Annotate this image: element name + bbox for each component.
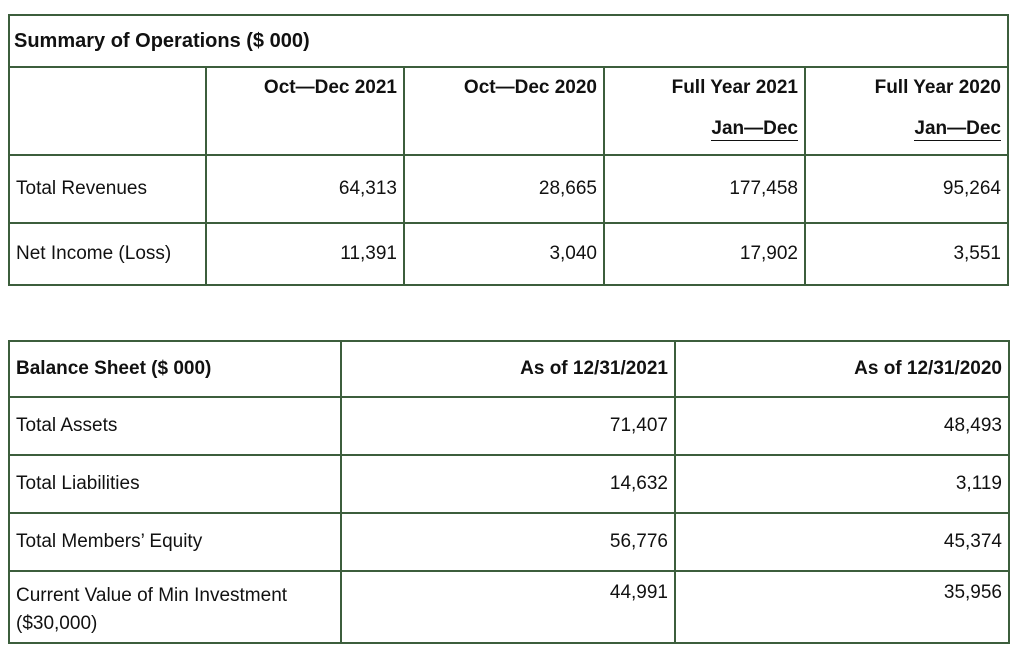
- row-label: Total Revenues: [8, 154, 207, 224]
- col-header-line2: Jan—Dec: [711, 118, 798, 141]
- cell-value: 35,956: [674, 570, 1010, 644]
- operations-col-header: Oct—Dec 2020: [403, 66, 605, 156]
- cell-value: 44,991: [340, 570, 676, 644]
- balance-sheet-header-row: Balance Sheet ($ 000) As of 12/31/2021 A…: [8, 340, 1010, 398]
- cell-value: 48,493: [674, 396, 1010, 456]
- cell-value: 17,902: [603, 222, 806, 286]
- col-header-line1: Full Year 2021: [671, 77, 798, 98]
- cell-value: 64,313: [205, 154, 405, 224]
- col-header-line1: Oct—Dec 2021: [263, 77, 397, 98]
- balance-sheet-col-header: As of 12/31/2021: [340, 340, 676, 398]
- operations-col-header: Oct—Dec 2021: [205, 66, 405, 156]
- operations-col-header: Full Year 2021 Jan—Dec: [603, 66, 806, 156]
- operations-header-blank: [8, 66, 207, 156]
- table-row: Total Liabilities 14,632 3,119: [8, 454, 1010, 514]
- balance-sheet-table: Balance Sheet ($ 000) As of 12/31/2021 A…: [8, 340, 1010, 644]
- operations-title: Summary of Operations ($ 000): [8, 14, 1009, 68]
- cell-value: 3,040: [403, 222, 605, 286]
- row-label: Total Members’ Equity: [8, 512, 342, 572]
- row-label: Total Liabilities: [8, 454, 342, 514]
- cell-value: 3,119: [674, 454, 1010, 514]
- cell-value: 177,458: [603, 154, 806, 224]
- cell-value: 56,776: [340, 512, 676, 572]
- table-row: Total Revenues 64,313 28,665 177,458 95,…: [8, 154, 1009, 224]
- cell-value: 45,374: [674, 512, 1010, 572]
- col-header-line1: Full Year 2020: [874, 77, 1001, 98]
- cell-value: 28,665: [403, 154, 605, 224]
- table-row: Net Income (Loss) 11,391 3,040 17,902 3,…: [8, 222, 1009, 286]
- cell-value: 95,264: [804, 154, 1009, 224]
- summary-of-operations-table: Summary of Operations ($ 000) Oct—Dec 20…: [8, 14, 1009, 286]
- cell-value: 14,632: [340, 454, 676, 514]
- col-header-line2: Jan—Dec: [914, 118, 1001, 141]
- row-label: Current Value of Min Investment ($30,000…: [8, 570, 342, 644]
- table-row: Current Value of Min Investment ($30,000…: [8, 570, 1010, 644]
- table-row: Total Assets 71,407 48,493: [8, 396, 1010, 456]
- row-label: Total Assets: [8, 396, 342, 456]
- operations-title-row: Summary of Operations ($ 000): [8, 14, 1009, 68]
- balance-sheet-title: Balance Sheet ($ 000): [8, 340, 342, 398]
- operations-header-row: Oct—Dec 2021 Oct—Dec 2020 Full Year 2021…: [8, 66, 1009, 156]
- cell-value: 11,391: [205, 222, 405, 286]
- balance-sheet-col-header: As of 12/31/2020: [674, 340, 1010, 398]
- cell-value: 3,551: [804, 222, 1009, 286]
- cell-value: 71,407: [340, 396, 676, 456]
- operations-col-header: Full Year 2020 Jan—Dec: [804, 66, 1009, 156]
- table-row: Total Members’ Equity 56,776 45,374: [8, 512, 1010, 572]
- col-header-line1: Oct—Dec 2020: [463, 77, 597, 98]
- row-label: Net Income (Loss): [8, 222, 207, 286]
